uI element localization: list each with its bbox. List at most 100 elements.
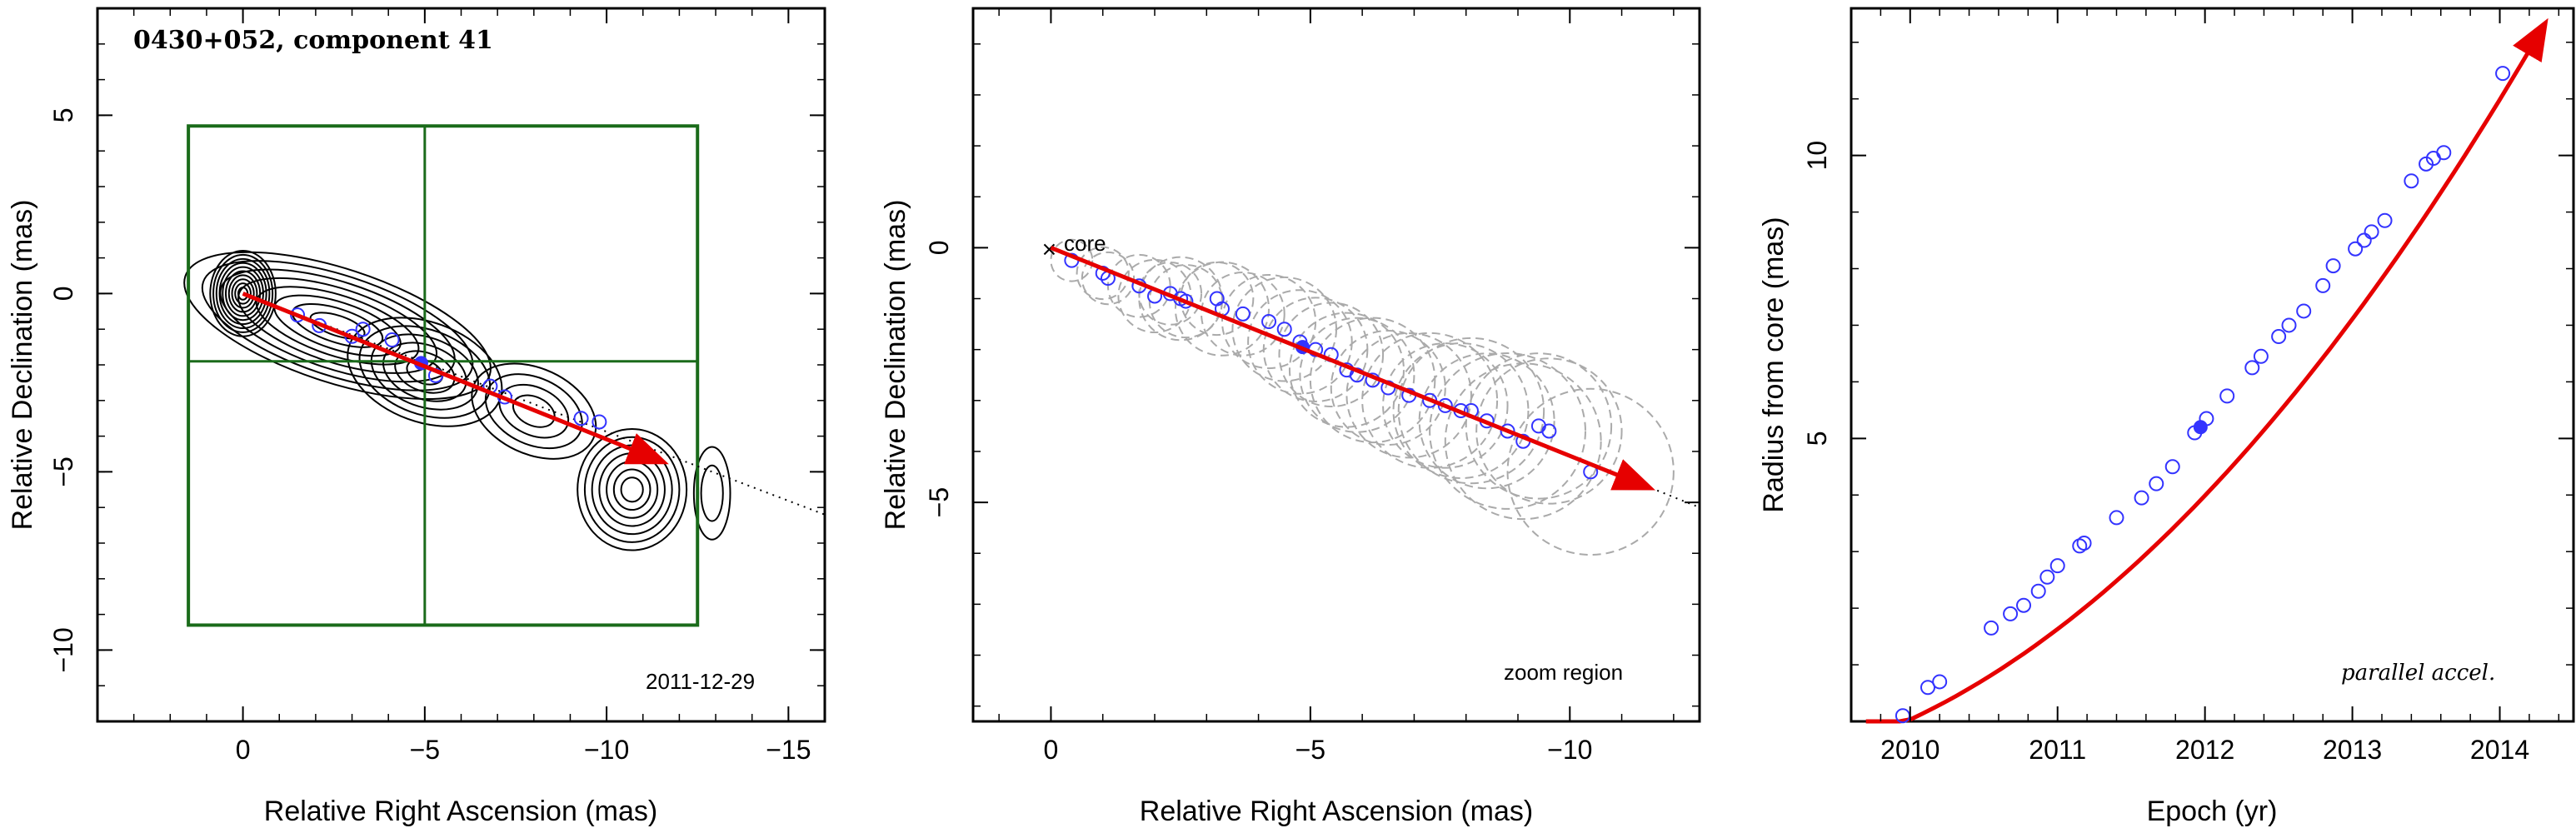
contour-level xyxy=(471,362,597,460)
component-position xyxy=(1235,306,1251,322)
radius-point xyxy=(2244,360,2260,376)
contour-level xyxy=(222,266,264,322)
component-position xyxy=(1500,423,1515,439)
contour-level xyxy=(183,251,492,401)
contour-level xyxy=(358,325,492,419)
component-size-ellipse xyxy=(1475,357,1623,505)
component-size-ellipse xyxy=(1330,330,1446,446)
contour-level xyxy=(370,333,479,411)
radius-point xyxy=(2356,232,2372,248)
contour-level xyxy=(215,257,271,329)
component-size-ellipse xyxy=(1221,273,1317,370)
component-position xyxy=(573,411,589,426)
component-size-ellipse xyxy=(1345,332,1472,459)
contour-level xyxy=(201,260,474,392)
map-epoch-label: 2011-12-29 xyxy=(646,669,755,694)
motion-vector xyxy=(242,292,669,465)
component-size-ellipse xyxy=(1418,352,1555,490)
zoom-x-tick-label: −5 xyxy=(1295,735,1325,765)
map-y-tick-label: −10 xyxy=(48,627,78,672)
radius-point xyxy=(2149,476,2164,491)
component-size-ellipse xyxy=(1288,312,1405,428)
radius-point xyxy=(2219,388,2235,404)
radius-point xyxy=(2030,583,2046,599)
radius-point xyxy=(2134,490,2149,506)
component-size-ellipse xyxy=(1444,362,1602,521)
radius-point xyxy=(2049,558,2065,574)
zoom-axis-ticks: 0 −5 −10 0 −5 xyxy=(924,8,1700,765)
component-size-ellipse xyxy=(1081,251,1136,306)
component-size-ellipse xyxy=(1201,272,1286,357)
radius-point xyxy=(2072,538,2088,554)
radius-point xyxy=(2364,224,2379,240)
contour-level xyxy=(309,312,366,340)
radius-y-tick-label: 10 xyxy=(1802,141,1832,171)
radius-point xyxy=(2076,536,2092,551)
contour-level xyxy=(700,464,724,522)
radius-point xyxy=(2377,212,2393,228)
radius-point xyxy=(2016,597,2032,613)
contour-level xyxy=(218,262,267,326)
radius-point xyxy=(2436,145,2452,161)
zoom-y-tick-label: 0 xyxy=(924,240,954,255)
zoom-x-tick-label: −10 xyxy=(1547,735,1592,765)
core-label: core xyxy=(1064,231,1106,256)
radius-x-tick-label: 2011 xyxy=(2029,735,2086,765)
zoom-x-axis-label: Relative Right Ascension (mas) xyxy=(1140,796,1533,827)
component-size-ellipse xyxy=(1361,332,1499,469)
component-size-ellipse xyxy=(1429,352,1586,510)
component-size-ellipse xyxy=(1106,253,1171,318)
radius-point xyxy=(2325,258,2341,274)
contour-level xyxy=(231,278,255,309)
component-size-ellipse xyxy=(1050,238,1094,282)
radius-x-tick-label: 2014 xyxy=(2470,735,2529,765)
component-size-ellipse xyxy=(1278,302,1385,408)
component-position xyxy=(1261,314,1277,330)
map-x-tick-label: 0 xyxy=(236,735,251,765)
zoom-ellipses xyxy=(1050,238,1675,556)
radius-frame xyxy=(1850,7,2575,723)
map-x-tick-label: −10 xyxy=(584,735,629,765)
acceleration-fit-curve xyxy=(1865,17,2549,724)
radius-x-tick-label: 2010 xyxy=(1880,735,1939,765)
component-position xyxy=(592,414,607,430)
component-position xyxy=(1541,423,1557,439)
radius-point xyxy=(2281,317,2297,333)
component-size-ellipse xyxy=(1506,387,1675,556)
map-x-axis-label: Relative Right Ascension (mas) xyxy=(264,796,657,827)
contour-level xyxy=(212,253,274,333)
map-x-tick-label: −5 xyxy=(410,735,440,765)
fit-label: parallel accel. xyxy=(2341,661,2495,686)
radius-plot-area xyxy=(1865,17,2549,724)
map-y-axis-label: Relative Declination (mas) xyxy=(7,200,38,531)
radius-point xyxy=(2315,277,2331,293)
zoom-frame xyxy=(971,7,1701,723)
radius-point xyxy=(2495,66,2511,82)
component-size-ellipse xyxy=(1299,317,1415,433)
map-x-tick-label: −15 xyxy=(766,735,811,765)
radius-y-axis-label: Radius from core (mas) xyxy=(1758,217,1790,512)
radius-point xyxy=(2271,329,2287,345)
radius-y-tick-label: 5 xyxy=(1802,431,1832,446)
component-position xyxy=(1276,322,1292,337)
contour-level xyxy=(273,294,402,357)
component-size-ellipse xyxy=(1392,342,1530,479)
contour-level xyxy=(227,274,258,313)
radius-x-tick-label: 2012 xyxy=(2175,735,2234,765)
map-y-tick-label: 0 xyxy=(48,287,78,302)
contour-level xyxy=(577,428,688,551)
map-title: 0430+052, component 41 xyxy=(133,26,493,55)
radius-point xyxy=(2253,348,2269,364)
zoom-y-tick-label: −5 xyxy=(924,487,954,517)
contour-map xyxy=(183,250,731,551)
map-overlay xyxy=(187,124,826,627)
map-y-tick-label: 5 xyxy=(48,108,78,123)
radius-point xyxy=(2164,459,2180,475)
radius-point xyxy=(1932,674,1948,690)
component-size-ellipse xyxy=(1138,256,1223,342)
zoom-panel: 0 −5 −10 0 −5 core zoom region Relative Righ… xyxy=(880,7,1701,827)
zoom-region-label: zoom region xyxy=(1504,660,1623,685)
